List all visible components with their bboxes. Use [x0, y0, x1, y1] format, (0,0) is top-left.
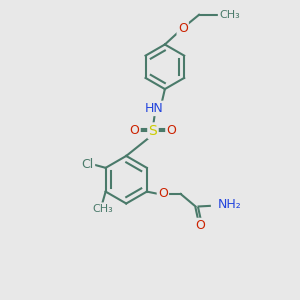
- Text: Cl: Cl: [82, 158, 94, 171]
- Text: O: O: [195, 219, 205, 232]
- Text: O: O: [178, 22, 188, 34]
- Text: CH₃: CH₃: [92, 204, 113, 214]
- Text: S: S: [148, 124, 157, 138]
- Text: CH₃: CH₃: [219, 10, 240, 20]
- Text: O: O: [167, 124, 176, 137]
- Text: HN: HN: [145, 102, 164, 115]
- Text: O: O: [130, 124, 140, 137]
- Text: O: O: [158, 188, 168, 200]
- Text: NH₂: NH₂: [218, 198, 242, 211]
